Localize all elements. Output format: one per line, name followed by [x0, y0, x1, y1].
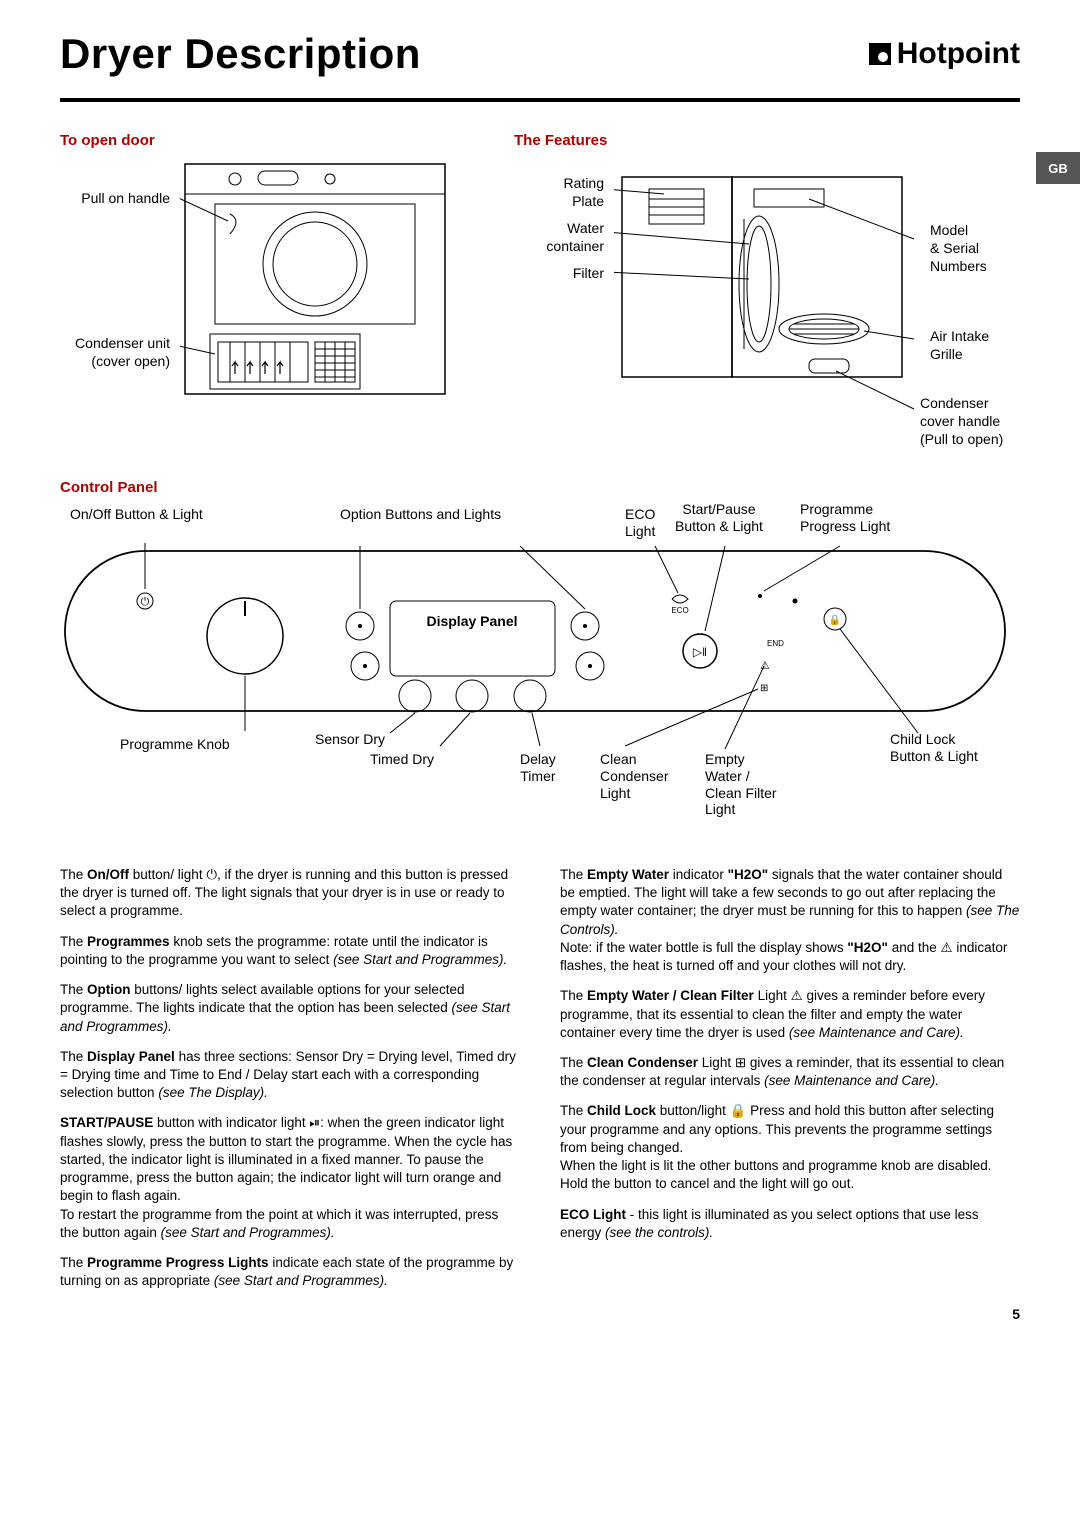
- delay-label: Delay Timer: [520, 751, 556, 785]
- prog-knob-label: Programme Knob: [120, 736, 230, 753]
- features-diagram: [614, 159, 924, 449]
- svg-text:Display Panel: Display Panel: [426, 613, 517, 629]
- page-number: 5: [1012, 1306, 1020, 1322]
- svg-text:⏻: ⏻: [141, 596, 150, 608]
- para-eco-light: ECO Light - this light is illuminated as…: [560, 1206, 1020, 1242]
- left-column: The On/Off button/ light ⏻, if the dryer…: [60, 866, 520, 1302]
- right-column: The Empty Water indicator "H2O" signals …: [560, 866, 1020, 1302]
- para-option: The Option buttons/ lights select availa…: [60, 981, 520, 1036]
- child-lock-label: Child Lock Button & Light: [890, 731, 978, 765]
- para-onoff: The On/Off button/ light ⏻, if the dryer…: [60, 866, 520, 921]
- clean-condenser-label: Clean Condenser Light: [600, 751, 669, 801]
- water-container-label: Water container: [514, 219, 604, 255]
- para-empty-water-clean: The Empty Water / Clean Filter Light ⚠ g…: [560, 987, 1020, 1042]
- brand-icon: [869, 43, 891, 65]
- progress-label: Programme Progress Light: [800, 501, 890, 535]
- condenser-handle-label: Condenser cover handle (Pull to open): [920, 394, 1020, 449]
- svg-text:END: END: [767, 639, 784, 648]
- eco-label: ECO Light: [625, 506, 655, 540]
- door-section-title: To open door: [60, 132, 474, 149]
- filter-label: Filter: [514, 264, 604, 282]
- para-programmes: The Programmes knob sets the programme: …: [60, 933, 520, 969]
- condenser-label: Condenser unit (cover open): [60, 334, 170, 370]
- handle-label: Pull on handle: [60, 189, 170, 207]
- svg-text:▷‖: ▷‖: [693, 645, 707, 659]
- divider: [60, 98, 1020, 102]
- timed-dry-label: Timed Dry: [370, 751, 434, 768]
- sensor-dry-label: Sensor Dry: [315, 731, 385, 748]
- options-label: Option Buttons and Lights: [340, 506, 501, 523]
- features-section-title: The Features: [514, 132, 1020, 149]
- para-progress-lights: The Programme Progress Lights indicate e…: [60, 1254, 520, 1290]
- para-child-lock: The Child Lock button/light 🔒 Press and …: [560, 1102, 1020, 1193]
- svg-text:ECO: ECO: [671, 606, 688, 615]
- para-display: The Display Panel has three sections: Se…: [60, 1048, 520, 1103]
- svg-text:⊞: ⊞: [760, 683, 768, 694]
- rating-plate-label: Rating Plate: [514, 174, 604, 210]
- empty-water-label: Empty Water / Clean Filter Light: [705, 751, 777, 818]
- brand-text: Hotpoint: [897, 37, 1020, 71]
- door-diagram: [180, 159, 460, 409]
- para-empty-water-ind: The Empty Water indicator "H2O" signals …: [560, 866, 1020, 975]
- start-pause-label: Start/Pause Button & Light: [675, 501, 763, 535]
- onoff-label: On/Off Button & Light: [70, 506, 203, 523]
- region-tab: GB: [1036, 152, 1080, 184]
- air-intake-label: Air Intake Grille: [930, 327, 1020, 363]
- para-startpause: START/PAUSE button with indicator light …: [60, 1114, 520, 1242]
- para-clean-condenser: The Clean Condenser Light ⊞ gives a remi…: [560, 1054, 1020, 1090]
- model-serial-label: Model & Serial Numbers: [930, 221, 1020, 276]
- brand-logo: Hotpoint: [869, 37, 1020, 71]
- control-panel-title: Control Panel: [60, 479, 1020, 496]
- svg-text:🔒: 🔒: [829, 614, 841, 626]
- page-title: Dryer Description: [60, 30, 421, 78]
